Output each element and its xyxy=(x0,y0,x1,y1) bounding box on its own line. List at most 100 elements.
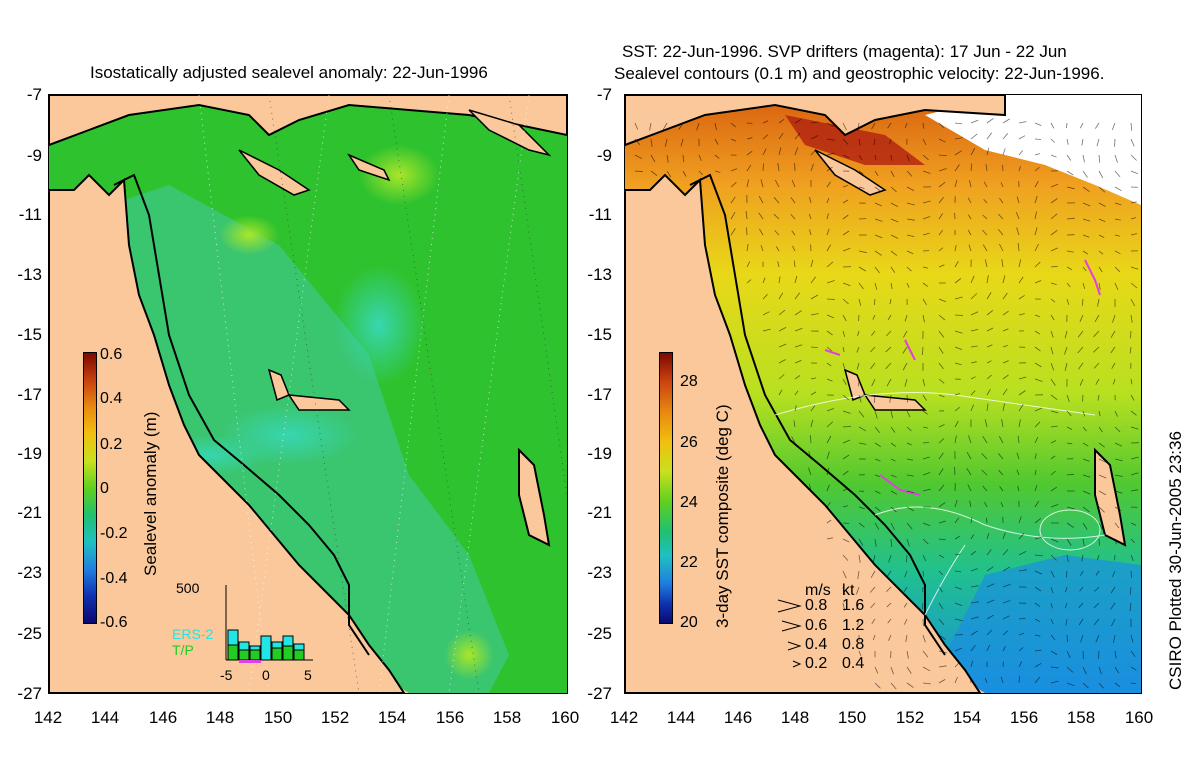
velocity-arrow xyxy=(808,467,812,476)
velocity-arrow xyxy=(826,298,835,300)
velocity-arrow xyxy=(1064,346,1068,355)
velocity-arrow xyxy=(778,147,782,156)
velocity-arrow xyxy=(1066,442,1073,445)
velocity-arrow xyxy=(954,466,956,476)
x-tick: 152 xyxy=(320,708,350,727)
velocity-arrow xyxy=(1034,618,1041,622)
velocity-arrow xyxy=(1114,538,1117,545)
velocity-arrow xyxy=(1080,634,1084,643)
velocity-arrow xyxy=(1034,166,1040,172)
velocity-arrow xyxy=(1113,634,1116,643)
velocity-arrow xyxy=(1002,532,1006,540)
velocity-arrow xyxy=(1081,138,1084,146)
velocity-arrow xyxy=(986,327,994,332)
velocity-arrow xyxy=(1098,170,1104,179)
velocity-arrow xyxy=(1034,346,1041,352)
velocity-arrow xyxy=(922,298,927,306)
velocity-arrow xyxy=(1097,298,1100,307)
velocity-arrow xyxy=(922,442,930,444)
velocity-arrow xyxy=(1050,440,1057,444)
velocity-arrow xyxy=(870,602,876,609)
velocity-arrow xyxy=(1018,276,1024,284)
velocity-arrow xyxy=(794,310,802,316)
velocity-arrow xyxy=(1064,362,1068,371)
velocity-arrow xyxy=(1050,455,1056,460)
velocity-arrow xyxy=(890,218,899,223)
y-tick: -7 xyxy=(596,85,612,104)
velocity-arrow xyxy=(1079,378,1084,386)
velocity-arrow xyxy=(775,246,780,252)
velocity-arrow xyxy=(778,276,781,284)
velocity-arrow xyxy=(903,330,908,338)
velocity-arrow xyxy=(970,133,978,140)
velocity-arrow xyxy=(906,538,910,547)
colorbar-tick: 22 xyxy=(680,554,698,571)
velocity-arrow xyxy=(778,327,787,332)
velocity-arrow xyxy=(809,229,812,236)
velocity-arrow xyxy=(938,570,943,576)
velocity-arrow xyxy=(1082,234,1090,238)
velocity-arrow xyxy=(871,330,876,336)
velocity-arrow xyxy=(1050,570,1055,578)
velocity-arrow xyxy=(970,390,976,396)
velocity-arrow xyxy=(810,391,817,396)
velocity-arrow xyxy=(1098,682,1104,689)
velocity-arrow xyxy=(1066,170,1074,176)
velocity-arrow xyxy=(938,602,944,610)
velocity-arrow xyxy=(858,282,864,290)
velocity-arrow xyxy=(1082,458,1090,462)
velocity-arrow xyxy=(986,599,995,604)
velocity-arrow xyxy=(970,163,973,172)
velocity-arrow xyxy=(1082,282,1086,289)
velocity-arrow xyxy=(954,260,959,268)
legend-ms: 0.2 xyxy=(805,655,828,672)
velocity-arrow xyxy=(1001,259,1004,268)
velocity-arrow xyxy=(1114,426,1121,433)
velocity-arrow xyxy=(1130,538,1136,544)
velocity-arrow xyxy=(938,213,944,220)
x-tick: 148 xyxy=(780,708,810,727)
velocity-arrow xyxy=(1098,266,1103,273)
velocity-arrow xyxy=(1114,282,1119,291)
velocity-arrow xyxy=(906,186,915,191)
velocity-arrow xyxy=(906,458,913,461)
velocity-arrow xyxy=(1034,211,1037,220)
velocity-arrow xyxy=(922,266,929,269)
inset-legend-tp: T/P xyxy=(172,642,194,658)
velocity-arrow xyxy=(1079,570,1084,576)
velocity-arrow xyxy=(1034,362,1042,368)
velocity-arrow xyxy=(745,211,748,220)
velocity-arrow xyxy=(938,346,944,354)
velocity-arrow xyxy=(1050,554,1057,561)
velocity-arrow xyxy=(982,485,988,492)
velocity-arrow xyxy=(1130,266,1139,270)
velocity-arrow xyxy=(986,147,990,156)
velocity-arrow xyxy=(746,261,751,268)
velocity-arrow xyxy=(714,138,719,145)
velocity-arrow xyxy=(938,154,947,156)
velocity-arrow xyxy=(905,634,908,642)
velocity-arrow xyxy=(858,186,865,189)
velocity-arrow xyxy=(938,378,945,384)
velocity-arrow xyxy=(954,150,962,156)
velocity-arrow xyxy=(826,330,833,336)
velocity-arrow xyxy=(1050,410,1059,414)
velocity-arrow xyxy=(890,666,894,675)
velocity-arrow xyxy=(986,132,993,140)
velocity-arrow xyxy=(762,328,771,332)
velocity-arrow xyxy=(890,410,894,419)
velocity-arrow xyxy=(1066,634,1068,643)
velocity-arrow xyxy=(970,660,974,668)
velocity-arrow xyxy=(1018,516,1022,524)
velocity-arrow xyxy=(794,275,798,284)
velocity-arrow xyxy=(1050,198,1058,204)
colorbar-tick: 24 xyxy=(680,494,698,511)
velocity-arrow xyxy=(1050,602,1053,609)
velocity-arrow xyxy=(778,132,784,140)
colorbar-tick: 0.4 xyxy=(100,390,123,407)
velocity-arrow xyxy=(760,245,764,252)
velocity-arrow xyxy=(826,122,835,127)
velocity-arrow xyxy=(1082,506,1090,513)
velocity-arrow xyxy=(970,361,977,364)
velocity-arrow xyxy=(1130,314,1133,323)
